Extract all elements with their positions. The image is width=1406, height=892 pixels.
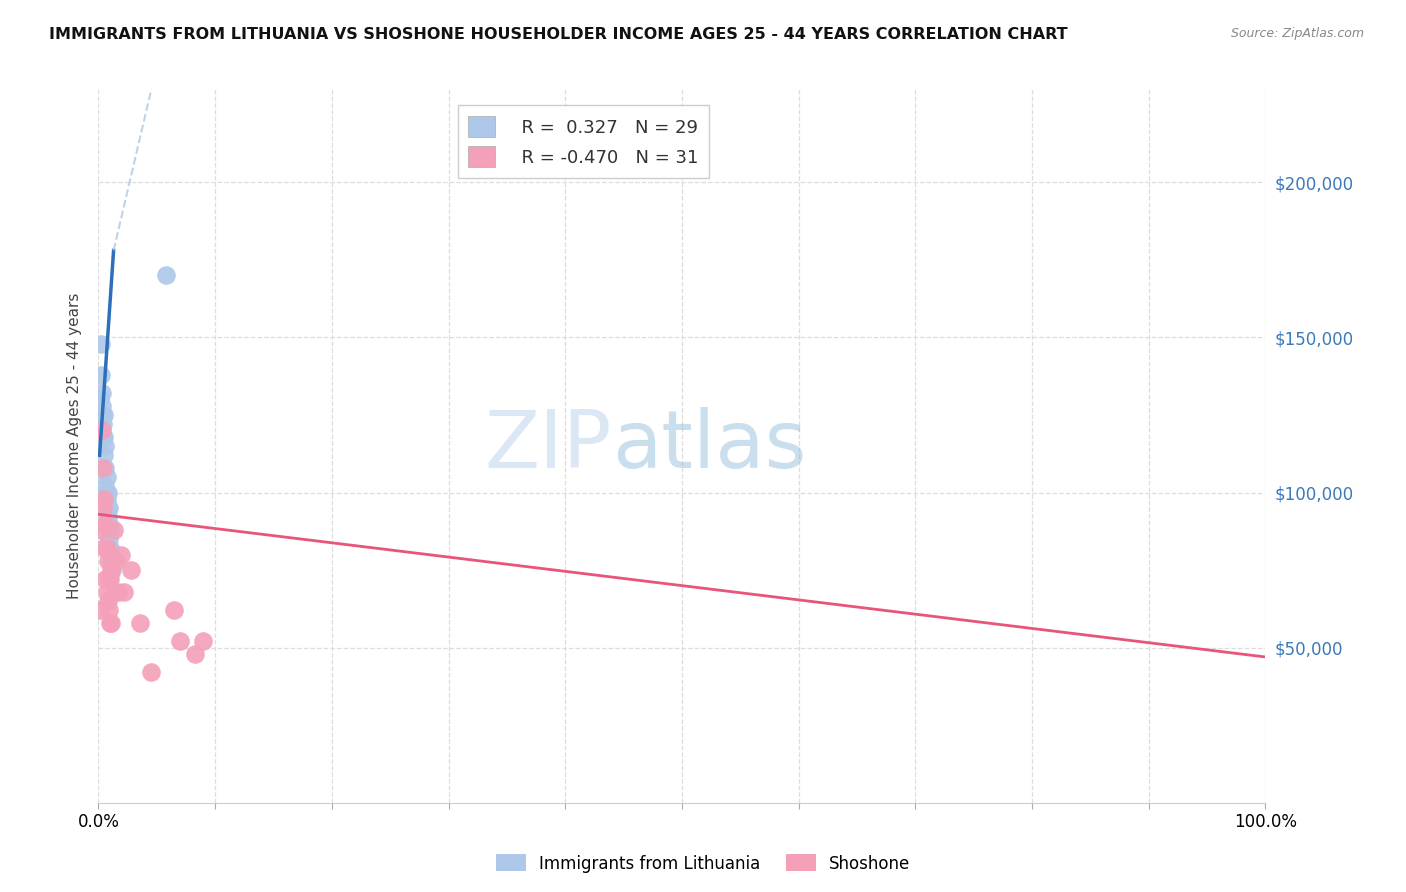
Point: [90, 523, 112, 537]
Point: [90, 336, 112, 351]
Point: [97, 554, 120, 568]
Point: [97, 501, 120, 516]
Point: [104, 554, 127, 568]
Point: [100, 554, 122, 568]
Point: [193, 634, 215, 648]
Point: [101, 563, 124, 577]
Point: [97, 501, 120, 516]
Point: [90, 368, 112, 382]
Legend:   R =  0.327   N = 29,   R = -0.470   N = 31: R = 0.327 N = 29, R = -0.470 N = 31: [457, 105, 709, 178]
Point: [110, 548, 132, 562]
Text: Source: ZipAtlas.com: Source: ZipAtlas.com: [1230, 27, 1364, 40]
Point: [94, 439, 117, 453]
Point: [90, 424, 112, 438]
Legend: Immigrants from Lithuania, Shoshone: Immigrants from Lithuania, Shoshone: [489, 847, 917, 880]
Point: [98, 523, 121, 537]
Point: [89, 603, 111, 617]
Point: [91, 430, 114, 444]
Point: [94, 479, 117, 493]
Y-axis label: Householder Income Ages 25 - 44 years: Householder Income Ages 25 - 44 years: [66, 293, 82, 599]
Point: [96, 541, 118, 556]
Point: [163, 603, 186, 617]
Point: [97, 573, 120, 587]
Point: [184, 647, 207, 661]
Point: [112, 584, 135, 599]
Point: [139, 665, 162, 680]
Point: [93, 408, 115, 422]
Point: [103, 584, 125, 599]
Point: [97, 603, 120, 617]
Point: [89, 392, 111, 407]
Point: [94, 516, 117, 531]
Point: [97, 510, 120, 524]
Point: [98, 573, 121, 587]
Point: [94, 573, 117, 587]
Point: [96, 485, 118, 500]
Point: [91, 417, 114, 432]
Point: [97, 485, 120, 500]
Point: [98, 615, 121, 630]
Point: [90, 399, 112, 413]
Text: IMMIGRANTS FROM LITHUANIA VS SHOSHONE HOUSEHOLDER INCOME AGES 25 - 44 YEARS CORR: IMMIGRANTS FROM LITHUANIA VS SHOSHONE HO…: [49, 27, 1067, 42]
Point: [103, 523, 125, 537]
Point: [91, 501, 114, 516]
Point: [93, 448, 115, 462]
Point: [91, 460, 114, 475]
Point: [93, 430, 115, 444]
Point: [100, 615, 122, 630]
Point: [90, 386, 112, 401]
Point: [120, 563, 142, 577]
Text: atlas: atlas: [612, 407, 806, 485]
Text: ZIP: ZIP: [485, 407, 612, 485]
Point: [97, 516, 120, 531]
Point: [96, 470, 118, 484]
Point: [93, 491, 115, 506]
Point: [107, 584, 129, 599]
Point: [96, 491, 118, 506]
Point: [97, 532, 120, 546]
Point: [100, 563, 122, 577]
Point: [169, 634, 191, 648]
Point: [96, 584, 118, 599]
Point: [97, 594, 120, 608]
Point: [93, 541, 115, 556]
Point: [98, 541, 121, 556]
Point: [155, 268, 177, 283]
Point: [94, 460, 117, 475]
Point: [129, 615, 152, 630]
Point: [91, 408, 114, 422]
